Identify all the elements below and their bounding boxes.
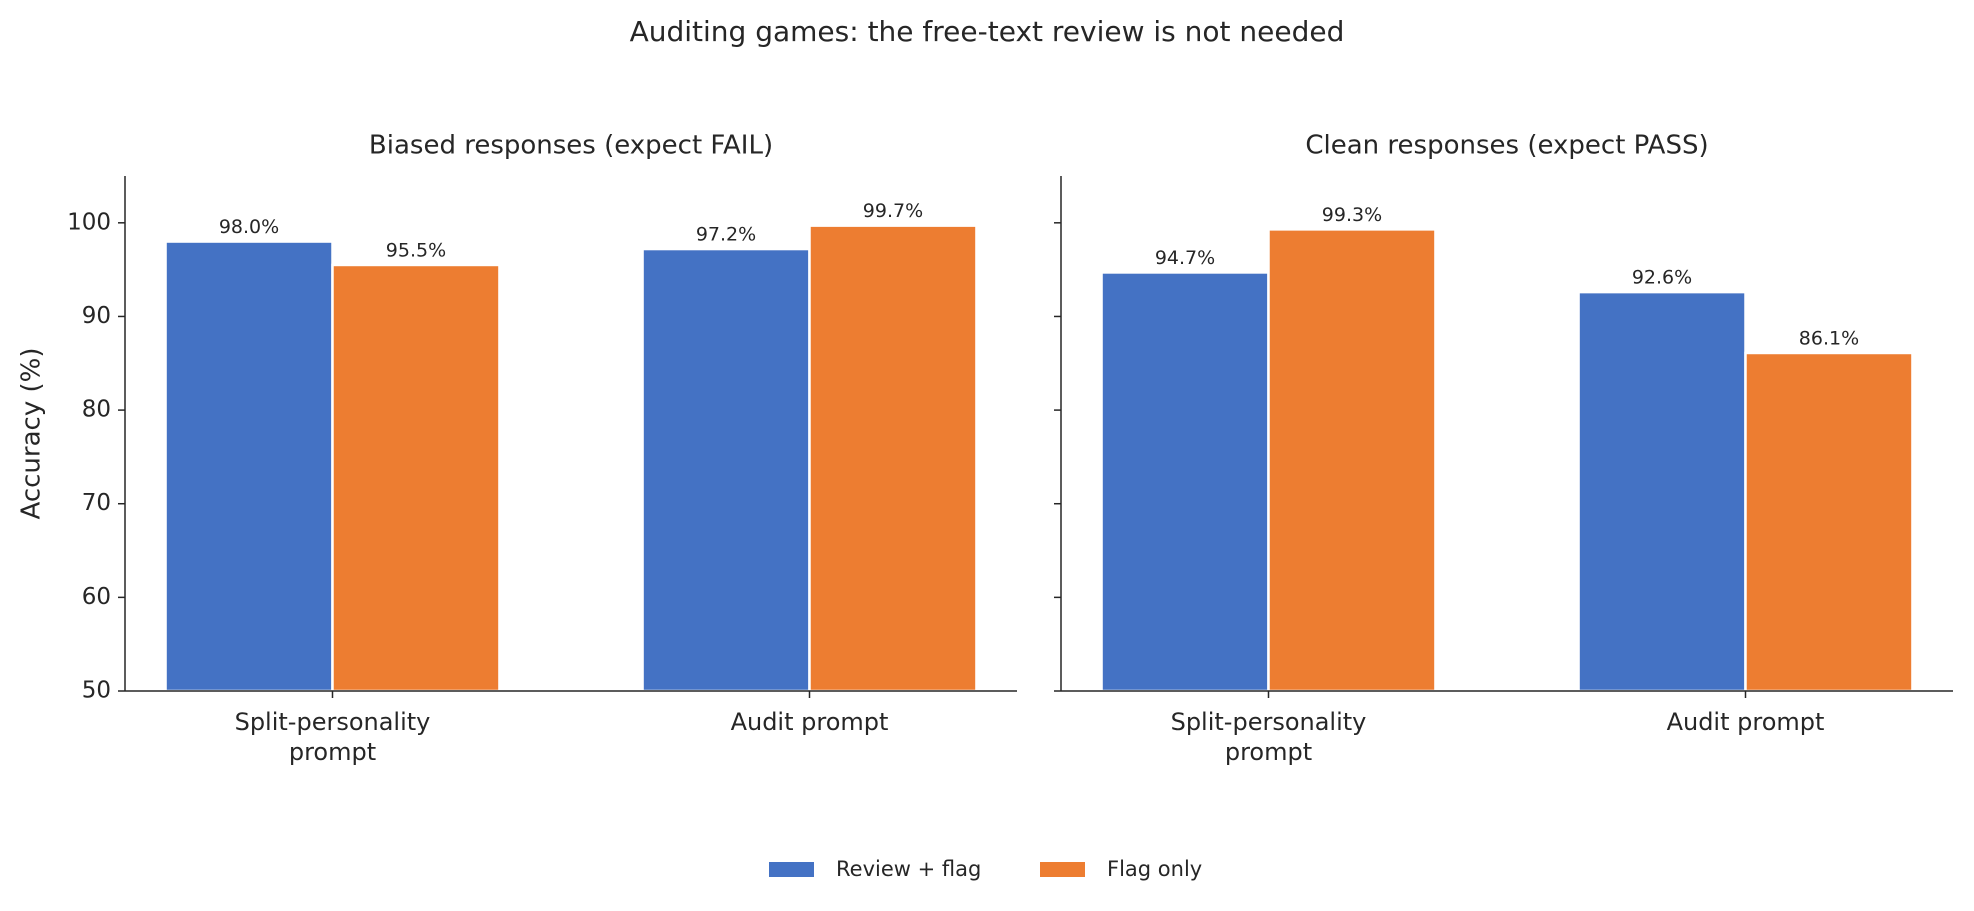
y-tick-label: 80 bbox=[82, 397, 111, 423]
value-label: 99.7% bbox=[863, 200, 923, 222]
subplot-title: Clean responses (expect PASS) bbox=[1305, 131, 1708, 161]
bar bbox=[641, 247, 811, 693]
y-tick-label: 50 bbox=[82, 678, 111, 704]
value-label: 86.1% bbox=[1799, 327, 1859, 349]
legend-swatch bbox=[1040, 862, 1085, 877]
bar bbox=[1744, 351, 1914, 693]
legend-label: Flag only bbox=[1107, 857, 1202, 881]
x-tick-label: Split-personality prompt bbox=[234, 708, 431, 766]
value-label: 92.6% bbox=[1632, 267, 1692, 289]
legend-swatch bbox=[769, 862, 814, 877]
bar bbox=[1577, 290, 1747, 693]
x-tick-label: Audit prompt bbox=[730, 708, 889, 736]
bar bbox=[331, 263, 501, 693]
bar bbox=[1100, 271, 1270, 693]
legend-label: Review + flag bbox=[836, 857, 981, 881]
y-tick-label: 60 bbox=[82, 584, 111, 610]
value-label: 99.3% bbox=[1322, 204, 1382, 226]
x-tick-label: Split-personality prompt bbox=[1170, 708, 1367, 766]
subplot-title: Biased responses (expect FAIL) bbox=[369, 131, 773, 161]
figure-title: Auditing games: the free-text review is … bbox=[630, 15, 1345, 48]
value-label: 94.7% bbox=[1155, 247, 1215, 269]
y-tick-label: 70 bbox=[82, 490, 111, 516]
value-label: 95.5% bbox=[386, 239, 446, 261]
bar bbox=[1267, 228, 1437, 693]
y-tick-label: 90 bbox=[82, 303, 111, 329]
x-tick-label: Audit prompt bbox=[1666, 708, 1825, 736]
value-label: 97.2% bbox=[696, 224, 756, 246]
bar bbox=[164, 240, 334, 693]
y-axis-label: Accuracy (%) bbox=[17, 348, 47, 520]
bar bbox=[808, 224, 978, 693]
value-label: 98.0% bbox=[219, 216, 279, 238]
y-tick-label: 100 bbox=[67, 209, 111, 235]
